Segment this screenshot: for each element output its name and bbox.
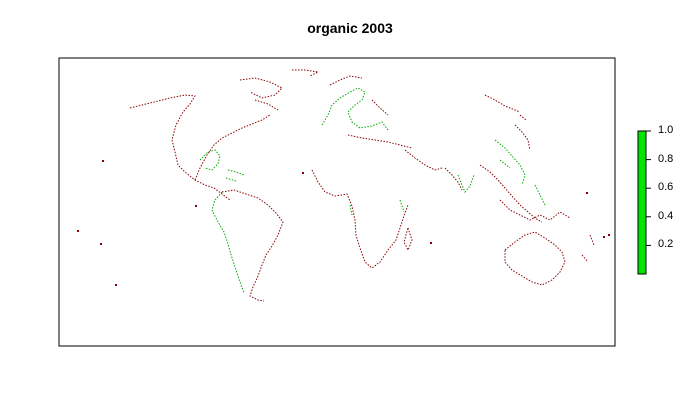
coast-arabia xyxy=(404,149,463,191)
coast-mediterranean xyxy=(347,134,413,149)
coast-europe-north xyxy=(329,75,389,116)
plot-title: organic 2003 xyxy=(307,20,393,36)
coast-south-america-west xyxy=(211,191,245,294)
legend-ticks xyxy=(646,130,651,246)
legend-tick-label: 1.0 xyxy=(658,124,674,136)
coast-china xyxy=(494,139,526,186)
coast-greenland xyxy=(292,69,320,77)
coast-europe xyxy=(321,87,389,131)
coast-madagascar xyxy=(403,226,413,252)
coast-north-america-east xyxy=(194,114,271,181)
legend-tick-label: 0.2 xyxy=(658,238,674,251)
coast-indonesia xyxy=(499,199,571,221)
coast-africa-east xyxy=(349,199,405,216)
plot-frame xyxy=(58,57,616,347)
legend-tick-label: 0.4 xyxy=(658,209,674,222)
coast-canada-arctic xyxy=(239,77,283,111)
coast-australia xyxy=(504,231,566,286)
legend-tick-label: 0.6 xyxy=(658,181,674,194)
coastline-layer xyxy=(129,69,595,302)
coast-siberia xyxy=(484,94,521,113)
coast-philippines xyxy=(534,184,546,206)
coast-asia-east xyxy=(479,164,543,223)
coast-new-zealand xyxy=(581,234,595,263)
coast-india xyxy=(457,174,475,193)
coast-gulf xyxy=(199,149,221,171)
island-points xyxy=(77,160,610,286)
coast-africa xyxy=(311,169,409,269)
coast-caribbean xyxy=(225,169,245,182)
coast-japan xyxy=(514,114,531,151)
legend-tick-label: 0.8 xyxy=(658,152,674,165)
legend-colorbar xyxy=(637,130,647,275)
coast-south-america xyxy=(221,189,284,302)
coast-north-america xyxy=(129,94,231,201)
